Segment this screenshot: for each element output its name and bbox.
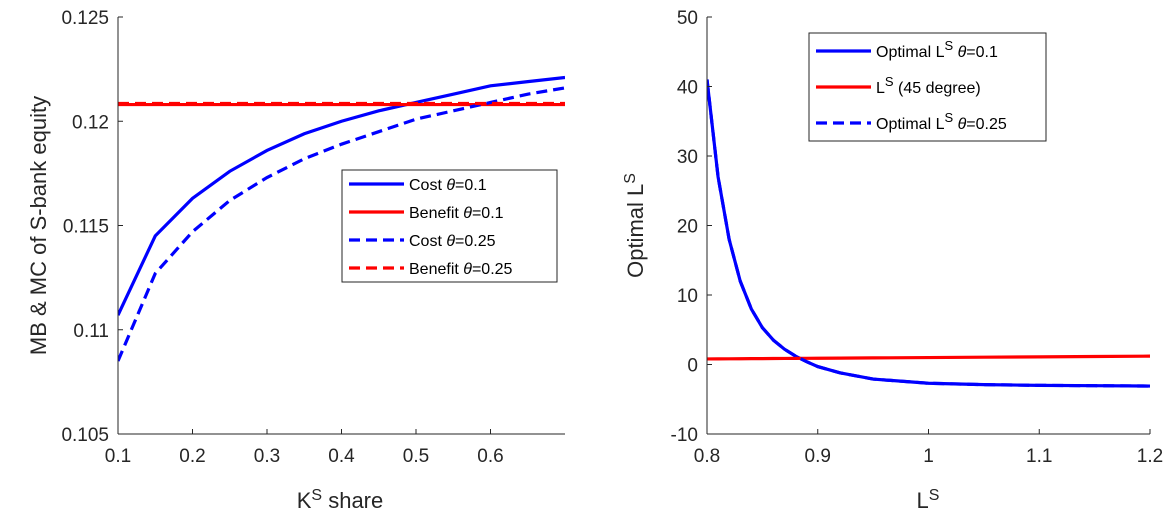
x-tick-label: 0.6 [477,446,503,467]
x-tick-label: 0.4 [328,446,355,467]
y-tick-label: 0 [687,356,698,377]
legend-label: Cost θ=0.1 [409,177,487,194]
legend-label: Optimal LS θ=0.25 [876,110,1007,134]
legend: Cost θ=0.1 Benefit θ=0.1 Cost θ=0.25 Benefi… [341,169,558,283]
x-tick-label: 0.5 [403,446,429,467]
x-tick-label: 0.3 [254,446,280,467]
legend-label: Benefit θ=0.1 [409,205,504,222]
y-tick-label: 0.12 [72,112,109,133]
y-tick-label: 0.11 [73,321,109,342]
x-tick-label: 1.2 [1137,446,1163,467]
y-tick-label: 50 [677,8,698,29]
legend-label: Optimal LS θ=0.1 [876,38,998,62]
y-axis-label: Optimal LS [622,173,649,278]
x-tick-label: 0.2 [179,446,205,467]
y-tick-label: -10 [671,425,698,446]
series-line-2 [707,354,1150,361]
legend-label: LS (45 degree) [876,74,981,98]
legend-label: Cost θ=0.25 [409,233,496,250]
x-axis-label: KS share [297,487,384,514]
legend-box [341,169,558,283]
x-tick-label: 0.8 [694,446,720,467]
legend: Optimal LS θ=0.1 LS (45 degree) Optimal LS… [808,32,1047,142]
y-tick-label: 0.105 [61,425,109,446]
y-tick-label: 0.125 [61,8,109,29]
y-tick-label: 0.115 [63,217,109,238]
x-tick-label: 1 [923,446,934,467]
chart-panel-2: 0.8 0.9 1 1.1 1.2 -10 0 10 20 30 40 50 LS Optimal LS O… [622,8,1164,513]
series-line-3 [118,86,565,362]
x-axis-label: LS [917,487,940,514]
x-tick-label: 0.9 [805,446,831,467]
x-tick-label: 1.1 [1026,446,1052,467]
y-axis-label: MB & MC of S-bank equity [26,96,51,355]
y-tick-label: 10 [677,286,698,307]
chart-panel-1: 0.1 0.2 0.3 0.4 0.5 0.6 0.105 0.11 0.115 0.12 0.12… [26,8,565,513]
series-line-3 [707,79,1150,388]
y-tick-label: 40 [677,78,698,99]
y-tick-label: 20 [677,217,698,238]
series-line-1 [118,75,565,316]
x-tick-label: 0.1 [105,446,131,467]
y-tick-label: 30 [677,147,698,168]
legend-label: Benefit θ=0.25 [409,261,513,278]
